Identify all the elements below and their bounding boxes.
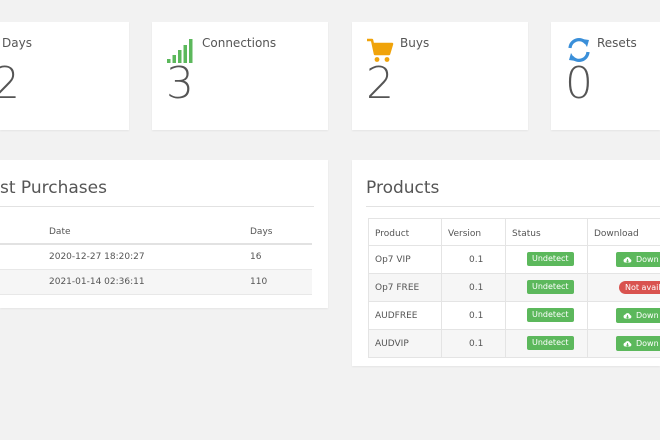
download-label: Down	[636, 255, 659, 264]
cloud-download-icon	[623, 257, 632, 263]
stat-label-resets: Resets	[597, 36, 637, 50]
stat-value-connections: 3	[166, 58, 194, 109]
product-name: Op7 FREE	[375, 283, 420, 293]
status-badge: Undetect	[527, 280, 574, 294]
download-button[interactable]: Down	[616, 308, 660, 323]
purchases-table: Date Days 2020-12-27 18:20:27 16 2021-01…	[0, 222, 312, 295]
products-divider	[366, 206, 660, 207]
products-col-download: Download	[594, 229, 639, 239]
table-row: AUDVIP 0.1 Undetect Down	[368, 330, 660, 358]
stat-value-buys: 2	[366, 58, 394, 109]
download-label: Down	[636, 311, 659, 320]
stat-label-buys: Buys	[400, 36, 430, 50]
stat-card-days: Days 2	[0, 22, 129, 130]
purchase-days: 110	[250, 277, 268, 287]
status-badge: Undetect	[527, 308, 574, 322]
product-version: 0.1	[469, 311, 484, 321]
purchases-col-date: Date	[49, 227, 71, 237]
purchases-divider	[0, 206, 314, 207]
product-name: Op7 VIP	[375, 255, 411, 265]
purchase-days: 16	[250, 252, 262, 262]
products-title: Products	[366, 178, 440, 198]
stat-label-days: Days	[2, 36, 32, 50]
stat-card-resets: Resets 0	[551, 22, 660, 130]
products-header-row: Product Version Status Download	[368, 218, 660, 246]
product-name: AUDVIP	[375, 339, 409, 349]
products-col-version: Version	[448, 229, 482, 239]
product-name: AUDFREE	[375, 311, 418, 321]
stat-label-connections: Connections	[202, 36, 277, 50]
products-col-status: Status	[512, 229, 541, 239]
stat-value-resets: 0	[565, 58, 593, 109]
not-available-badge: Not availa	[619, 281, 660, 294]
product-version: 0.1	[469, 255, 484, 265]
purchase-date: 2020-12-27 18:20:27	[49, 252, 145, 262]
purchases-title: st Purchases	[0, 178, 107, 198]
table-row: 2020-12-27 18:20:27 16	[0, 245, 312, 270]
cloud-download-icon	[623, 341, 632, 347]
stat-card-connections: Connections 3	[152, 22, 328, 130]
table-row: AUDFREE 0.1 Undetect Down	[368, 302, 660, 330]
signal-bars-icon	[167, 39, 193, 63]
stat-card-buys: Buys 2	[352, 22, 528, 130]
refresh-icon	[568, 38, 590, 62]
product-version: 0.1	[469, 283, 484, 293]
shopping-cart-icon	[367, 38, 394, 62]
products-table: Product Version Status Download Op7 VIP …	[368, 218, 660, 358]
download-label: Down	[636, 339, 659, 348]
status-badge: Undetect	[527, 336, 574, 350]
cloud-download-icon	[623, 313, 632, 319]
product-version: 0.1	[469, 339, 484, 349]
download-button[interactable]: Down	[616, 336, 660, 351]
purchases-col-days: Days	[250, 227, 273, 237]
status-badge: Undetect	[527, 252, 574, 266]
purchases-panel: st Purchases Date Days 2020-12-27 18:20:…	[0, 160, 328, 308]
purchase-date: 2021-01-14 02:36:11	[49, 277, 145, 287]
products-col-product: Product	[375, 229, 410, 239]
download-button[interactable]: Down	[616, 252, 660, 267]
table-row: Op7 FREE 0.1 Undetect Not availa	[368, 274, 660, 302]
table-row: 2021-01-14 02:36:11 110	[0, 270, 312, 295]
stat-value-days: 2	[0, 58, 20, 109]
table-row: Op7 VIP 0.1 Undetect Down	[368, 246, 660, 274]
purchases-header-row: Date Days	[0, 222, 312, 245]
